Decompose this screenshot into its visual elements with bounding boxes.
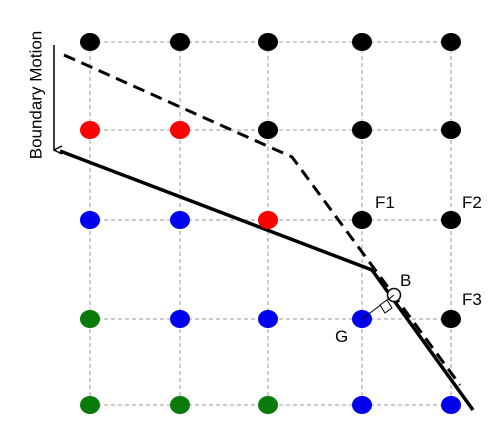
grid-node-blue-r3c1 — [80, 211, 100, 229]
label-f2: F2 — [462, 193, 482, 212]
grid-node-black-r1c1 — [80, 33, 100, 51]
grid-node-black-r3c4 — [352, 211, 372, 229]
grid-node-blue-r4c3 — [258, 310, 278, 328]
grid-node-black-r3c5 — [441, 211, 461, 229]
grid-node-black-r2c5 — [441, 121, 461, 139]
grid-node-green-r5c1 — [80, 396, 100, 414]
grid-lines — [89, 41, 452, 406]
label-f1: F1 — [375, 193, 395, 212]
projection-line — [361, 294, 395, 320]
right-angle-marker — [379, 299, 393, 314]
previous-boundary-dashed — [63, 53, 462, 386]
label-g: G — [335, 327, 348, 346]
grid-node-green-r4c1 — [80, 310, 100, 328]
grid-node-black-r2c3 — [258, 121, 278, 139]
grid-node-black-r1c5 — [441, 33, 461, 51]
label-f3: F3 — [462, 290, 482, 309]
grid-node-green-r5c2 — [170, 396, 190, 414]
grid-node-red-r2c1 — [80, 121, 100, 139]
grid-node-blue-r3c2 — [170, 211, 190, 229]
grid-node-black-r1c3 — [258, 33, 278, 51]
label-b: B — [400, 271, 411, 290]
grid-node-black-r1c2 — [170, 33, 190, 51]
grid-node-red-r3c3 — [258, 211, 278, 229]
grid-node-blue-r4c2 — [170, 310, 190, 328]
grid-node-red-r2c2 — [170, 121, 190, 139]
grid-node-black-r1c4 — [352, 33, 372, 51]
grid-nodes — [80, 33, 461, 414]
grid-node-black-r2c4 — [352, 121, 372, 139]
vertical-label: Boundary Motion — [26, 31, 45, 160]
grid-node-green-r5c3 — [258, 396, 278, 414]
current-boundary-solid — [59, 149, 475, 412]
grid-node-blue-r5c5 — [441, 396, 461, 414]
grid-node-black-r4c5 — [441, 310, 461, 328]
grid-node-blue-r5c4 — [352, 396, 372, 414]
